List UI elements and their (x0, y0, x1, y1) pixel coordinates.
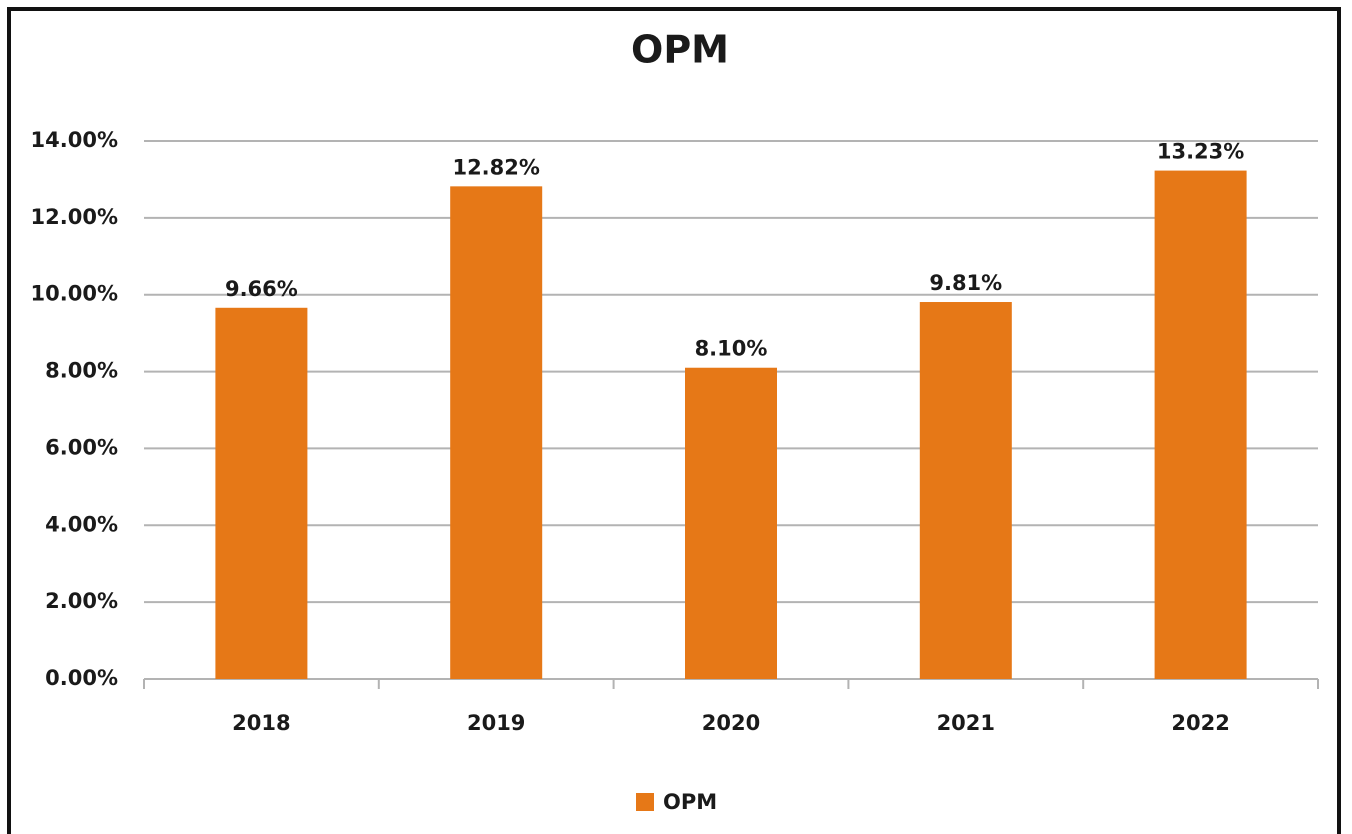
chart-title: OPM (631, 28, 729, 72)
bar (1154, 170, 1247, 679)
x-tick-label: 2022 (1171, 711, 1229, 735)
y-tick-label: 10.00% (31, 282, 118, 306)
x-tick-label: 2019 (467, 711, 525, 735)
y-tick-label: 2.00% (45, 589, 118, 613)
data-label: 8.10% (695, 337, 768, 361)
y-tick-label: 0.00% (45, 666, 118, 690)
legend-swatch (636, 793, 654, 811)
bar (919, 302, 1012, 679)
bar (215, 307, 308, 679)
y-tick-label: 12.00% (31, 205, 118, 229)
y-tick-label: 4.00% (45, 512, 118, 536)
bar (685, 367, 777, 679)
bar (450, 186, 543, 680)
data-label: 12.82% (452, 155, 539, 179)
y-tick-label: 6.00% (45, 435, 118, 459)
x-tick-label: 2020 (702, 711, 760, 735)
x-tick-label: 2018 (232, 711, 290, 735)
data-label: 13.23% (1157, 140, 1244, 164)
data-label: 9.66% (225, 277, 298, 301)
data-label: 9.81% (929, 271, 1002, 295)
chart-frame (7, 7, 1341, 834)
y-tick-label: 8.00% (45, 359, 118, 383)
legend-label: OPM (663, 790, 717, 814)
y-tick-label: 14.00% (31, 128, 118, 152)
x-tick-label: 2021 (937, 711, 995, 735)
